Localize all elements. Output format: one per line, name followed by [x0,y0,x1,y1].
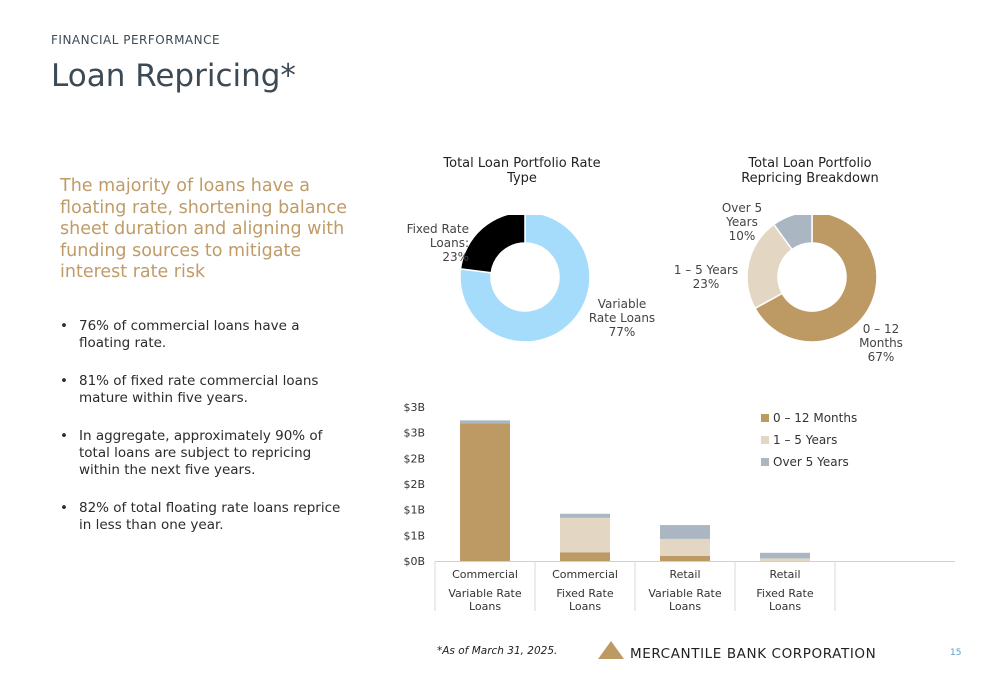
fixed-rate-label-text: Fixed Rate Loans: [406,222,469,250]
1-5-years-label: 1 – 5 Years 23% [668,263,744,291]
bar-segment [760,552,810,559]
repricing-chart-title: Total Loan Portfolio Repricing Breakdown [741,156,879,186]
y-tick-label: $1B [403,529,425,542]
legend-label: 1 – 5 Years [773,433,837,447]
rate-type-slice-1 [459,215,526,274]
legend-label: 0 – 12 Months [773,411,857,425]
rate-type-donut-chart [459,215,591,343]
bar-segment [460,420,510,424]
company-logo-icon [598,641,624,659]
y-tick-label: $3B [403,427,425,440]
bullet-text: 82% of total floating rate loans reprice… [79,500,341,533]
category-sublabel: Fixed Rate [556,587,613,600]
bar-segment [660,525,710,539]
category-sublabel: Variable Rate [448,587,521,600]
company-name: MERCANTILE BANK CORPORATION [630,646,877,662]
bullet-item: • 81% of fixed rate commercial loans matu… [60,373,319,406]
bullet-list: • 76% of commercial loans have a floating… [60,318,350,555]
bullet-text: 81% of fixed rate commercial loans matur… [79,373,319,406]
category-sublabel: Variable Rate [648,587,721,600]
page-title: Loan Repricing* [51,58,296,94]
fixed-rate-value: 23% [442,250,469,264]
0-12-months-label-text: 0 – 12 Months [859,322,903,350]
bar-segment [560,517,610,553]
category-label: Commercial [452,568,518,581]
footnote: *As of March 31, 2025. [437,645,558,657]
0-12-months-label: 0 – 12 Months 67% [850,322,912,364]
category-sublabel: Loans [669,600,701,613]
over-5-years-label: Over 5 Years 10% [706,201,778,243]
repricing-slice-2 [772,215,813,251]
legend-swatch [761,414,769,422]
category-sublabel: Loans [569,600,601,613]
bar-segment [660,555,710,561]
legend-swatch [761,458,769,466]
y-tick-label: $0B [403,555,425,568]
bar-segment [460,423,510,561]
y-tick-label: $2B [403,478,425,491]
fixed-rate-label: Fixed Rate Loans: 23% [385,222,469,264]
bar-segment [560,552,610,561]
section-label: FINANCIAL PERFORMANCE [51,33,221,47]
category-sublabel: Fixed Rate [756,587,813,600]
variable-rate-value: 77% [608,325,636,339]
category-sublabel: Loans [769,600,801,613]
variable-rate-label-text: Variable Rate Loans [588,297,656,325]
bullet-item: • In aggregate, approximately 90% of tota… [60,428,323,478]
bullet-text: 76% of commercial loans have a floating … [79,318,300,351]
legend-swatch [761,436,769,444]
category-sublabel: Loans [469,600,501,613]
over-5-years-value: 10% [728,229,756,243]
loan-repricing-bar-chart: $0B $1B $1B $2B $2B $3B $3B Commercial Variable … [403,401,955,613]
over-5-years-label-text: Over 5 Years [721,201,763,229]
bullet-item: • 76% of commercial loans have a floating… [60,318,300,351]
category-label: Commercial [552,568,618,581]
rate-type-chart-title: Total Loan Portfolio Rate Type [443,156,601,186]
0-12-months-value: 67% [867,350,895,364]
category-label: Retail [769,568,800,581]
bar-segment [560,513,610,518]
rate-type-slice-0 [459,215,591,343]
page-number: 15 [950,648,962,658]
y-tick-label: $2B [403,452,425,465]
bullet-text: In aggregate, approximately 90% of total… [79,428,323,478]
category-label: Retail [669,568,700,581]
bar-segment [760,558,810,561]
repricing-slice-0 [754,215,878,343]
1-5-years-label-text: 1 – 5 Years [673,263,739,277]
lead-statement: The majority of loans have a floating ra… [60,176,347,282]
bar-segment [660,538,710,556]
variable-rate-label: Variable Rate Loans 77% [588,297,656,339]
1-5-years-value: 23% [692,277,720,291]
legend-label: Over 5 Years [773,455,849,469]
repricing-donut-chart [746,215,878,343]
y-tick-label: $3B [403,401,425,414]
bullet-item: • 82% of total floating rate loans repric… [60,500,341,533]
y-tick-label: $1B [403,504,425,517]
